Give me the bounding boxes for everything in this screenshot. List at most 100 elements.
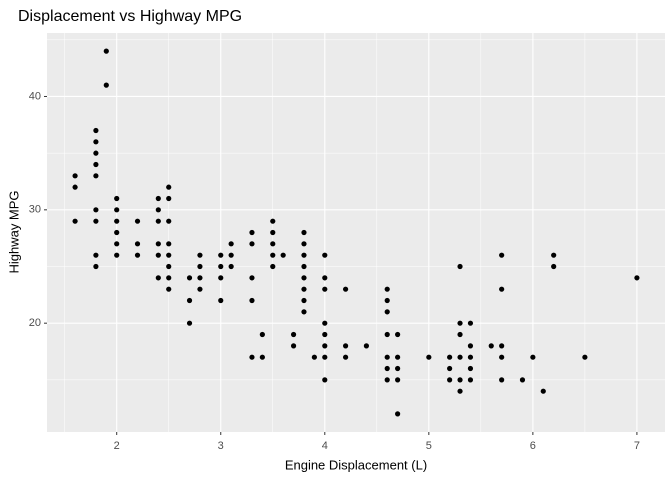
point	[447, 354, 453, 360]
point	[270, 229, 276, 236]
point	[93, 173, 99, 179]
point	[551, 252, 557, 258]
point	[72, 173, 78, 179]
point	[103, 82, 109, 88]
point	[457, 388, 463, 394]
point	[155, 275, 161, 281]
point	[259, 354, 265, 360]
point	[218, 263, 224, 270]
point	[197, 275, 203, 281]
point	[322, 354, 328, 360]
point	[499, 354, 505, 360]
point	[301, 309, 307, 315]
point	[342, 354, 349, 360]
x-tick-label: 5	[426, 440, 432, 452]
point	[197, 263, 203, 270]
y-tick-label: 20	[29, 317, 41, 329]
point	[395, 377, 401, 383]
point	[93, 127, 99, 134]
point	[186, 275, 193, 281]
point	[114, 229, 120, 236]
point	[93, 218, 99, 224]
point	[301, 297, 307, 304]
point	[488, 343, 494, 349]
point	[93, 263, 99, 270]
point	[301, 286, 307, 292]
point	[93, 252, 99, 258]
point	[447, 377, 453, 383]
point	[93, 207, 99, 213]
point	[155, 195, 161, 202]
point	[384, 286, 390, 292]
point	[499, 286, 505, 292]
point	[395, 354, 401, 360]
point	[186, 297, 193, 304]
point	[103, 48, 109, 54]
point	[634, 275, 640, 281]
point	[186, 320, 193, 326]
y-tick-label: 40	[29, 90, 41, 102]
point	[322, 275, 328, 281]
point	[540, 388, 546, 394]
point	[384, 331, 390, 338]
point	[395, 331, 401, 338]
point	[395, 411, 401, 417]
point	[322, 343, 328, 349]
point	[270, 252, 276, 258]
point	[395, 365, 401, 372]
point	[457, 331, 463, 338]
point	[322, 286, 328, 292]
point	[166, 184, 172, 190]
point	[134, 218, 141, 224]
point	[166, 195, 172, 202]
point	[363, 343, 370, 349]
point	[249, 229, 255, 236]
x-tick-label: 4	[322, 440, 328, 452]
point	[457, 377, 463, 383]
point	[530, 354, 536, 360]
point	[259, 331, 265, 338]
point	[218, 275, 224, 281]
point	[384, 354, 390, 360]
point	[134, 241, 141, 247]
point	[249, 354, 255, 360]
point	[322, 252, 328, 258]
chart-title: Displacement vs Highway MPG	[18, 8, 242, 25]
point	[218, 252, 224, 258]
point	[197, 286, 203, 292]
y-tick-label: 30	[29, 204, 41, 216]
point	[467, 377, 474, 383]
point	[384, 297, 390, 304]
point	[457, 320, 463, 326]
point	[290, 331, 297, 338]
point	[114, 218, 120, 224]
y-axis-label: Highway MPG	[6, 190, 21, 273]
point	[457, 263, 463, 270]
point	[166, 241, 172, 247]
point	[134, 252, 141, 258]
point	[166, 275, 172, 281]
x-tick-label: 6	[530, 440, 536, 452]
point	[114, 195, 120, 202]
point	[270, 241, 276, 247]
point	[155, 207, 161, 213]
point	[228, 263, 234, 270]
point	[447, 365, 453, 372]
panel	[47, 33, 665, 432]
x-tick-label: 7	[634, 440, 640, 452]
point	[218, 297, 224, 304]
point	[249, 275, 255, 281]
point	[166, 286, 172, 292]
point	[457, 354, 463, 360]
point	[72, 218, 78, 224]
point	[155, 252, 161, 258]
point	[499, 343, 505, 349]
point	[322, 331, 328, 338]
x-tick-label: 3	[218, 440, 224, 452]
point	[384, 365, 390, 372]
point	[114, 252, 120, 258]
point	[342, 286, 349, 292]
point	[228, 252, 234, 258]
point	[93, 161, 99, 168]
point	[467, 354, 474, 360]
